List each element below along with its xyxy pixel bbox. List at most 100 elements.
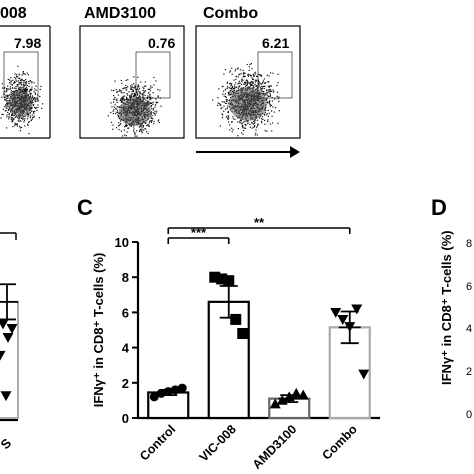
flow-dot	[228, 103, 230, 105]
flow-dot	[227, 110, 229, 113]
flow-dot	[6, 114, 8, 116]
flow-dot	[8, 88, 10, 90]
flow-dot	[21, 78, 23, 81]
flow-dot	[249, 82, 251, 84]
flow-dot	[224, 102, 226, 104]
flow-dot	[264, 130, 266, 132]
flow-dot	[256, 75, 258, 78]
flow-dot	[129, 96, 131, 98]
flow-dot	[260, 87, 262, 89]
y-tick-label: 8	[122, 270, 129, 285]
flow-dot	[137, 76, 139, 78]
flow-dot	[10, 77, 12, 79]
flow-dot	[138, 126, 141, 128]
flow-dot	[2, 87, 4, 89]
flow-dot	[146, 97, 148, 99]
flow-dot	[2, 113, 4, 116]
flow-dot	[249, 123, 251, 125]
flow-dot	[123, 87, 125, 89]
flow-dot	[120, 130, 122, 132]
flow-panel-2: AMD3100 0.76	[79, 5, 185, 139]
flow-dot	[18, 83, 20, 85]
flow-dot	[112, 112, 114, 115]
right-cut-tick-5: 0	[466, 409, 472, 421]
flow-dot	[147, 102, 149, 104]
flow-dot	[273, 111, 275, 113]
flow-dot	[11, 120, 14, 122]
flow-dot	[33, 104, 35, 106]
flow-dot	[37, 106, 39, 109]
flow-dot	[133, 76, 135, 78]
flow-dot	[141, 130, 143, 132]
data-points	[269, 387, 309, 409]
flow-dot	[237, 68, 239, 70]
flow-dot	[257, 125, 259, 127]
flow-dot	[153, 120, 155, 123]
flow-dot	[112, 128, 114, 130]
data-point-marker	[269, 398, 281, 409]
right-cut-ticks: 8 6 4 2 0	[466, 238, 472, 421]
flow-dot	[242, 126, 244, 128]
right-cut-tick-1: 8	[466, 238, 472, 250]
flow-dot	[148, 100, 150, 102]
flow-dot	[130, 95, 132, 97]
flow-dot	[118, 125, 120, 127]
flow-panel-title-3: Combo	[203, 5, 258, 22]
flow-dot	[27, 124, 29, 126]
flow-dot	[247, 75, 250, 77]
flow-dot	[16, 80, 18, 82]
flow-dot	[150, 121, 153, 123]
data-point-marker	[297, 389, 309, 400]
flow-dot	[254, 71, 256, 73]
flow-dot	[29, 112, 32, 114]
flow-dot	[128, 127, 130, 129]
flow-dot	[242, 69, 244, 72]
flow-dot	[247, 74, 249, 76]
flow-dot	[264, 93, 266, 95]
flow-dot	[255, 79, 257, 81]
flow-dot	[23, 82, 25, 84]
flow-dot	[147, 88, 149, 90]
flow-dot	[241, 123, 243, 125]
flow-dot	[235, 75, 237, 78]
flow-dot	[246, 83, 248, 85]
flow-dot	[110, 102, 112, 104]
flow-dot	[37, 98, 39, 101]
flow-dot	[223, 101, 225, 103]
flow-dot	[116, 90, 118, 93]
flow-dot	[8, 94, 11, 96]
flow-dot	[149, 94, 151, 96]
flow-dot	[132, 95, 134, 97]
flow-dot	[10, 81, 12, 83]
flow-dot	[33, 97, 35, 99]
flow-dot	[234, 118, 236, 120]
flow-dot	[134, 86, 136, 89]
flow-dot	[231, 73, 233, 75]
flow-dot	[145, 90, 147, 92]
flow-dot	[142, 93, 144, 96]
flow-dot	[13, 82, 15, 84]
flow-dot	[23, 80, 25, 82]
flow-dot	[3, 87, 5, 89]
flow-dot	[31, 118, 33, 120]
flow-dot	[11, 117, 13, 119]
flow-dot	[263, 85, 265, 87]
flow-dot	[143, 98, 145, 100]
flow-dot	[218, 88, 220, 90]
flow-dot	[149, 98, 151, 100]
flow-dot	[25, 90, 27, 92]
flow-dot	[6, 127, 8, 129]
flow-dot	[120, 91, 122, 93]
left-cut-panel: S	[0, 232, 19, 452]
flow-dot	[256, 84, 258, 87]
flow-dot	[245, 85, 247, 88]
flow-dot	[258, 86, 260, 88]
flow-dot	[37, 100, 39, 102]
data-point-marker	[216, 273, 228, 285]
flow-dot	[112, 110, 114, 112]
flow-dot	[230, 92, 232, 94]
flow-dot	[267, 115, 269, 118]
flow-dot	[264, 95, 266, 97]
flow-dot	[149, 87, 152, 89]
flow-dot	[232, 116, 234, 118]
